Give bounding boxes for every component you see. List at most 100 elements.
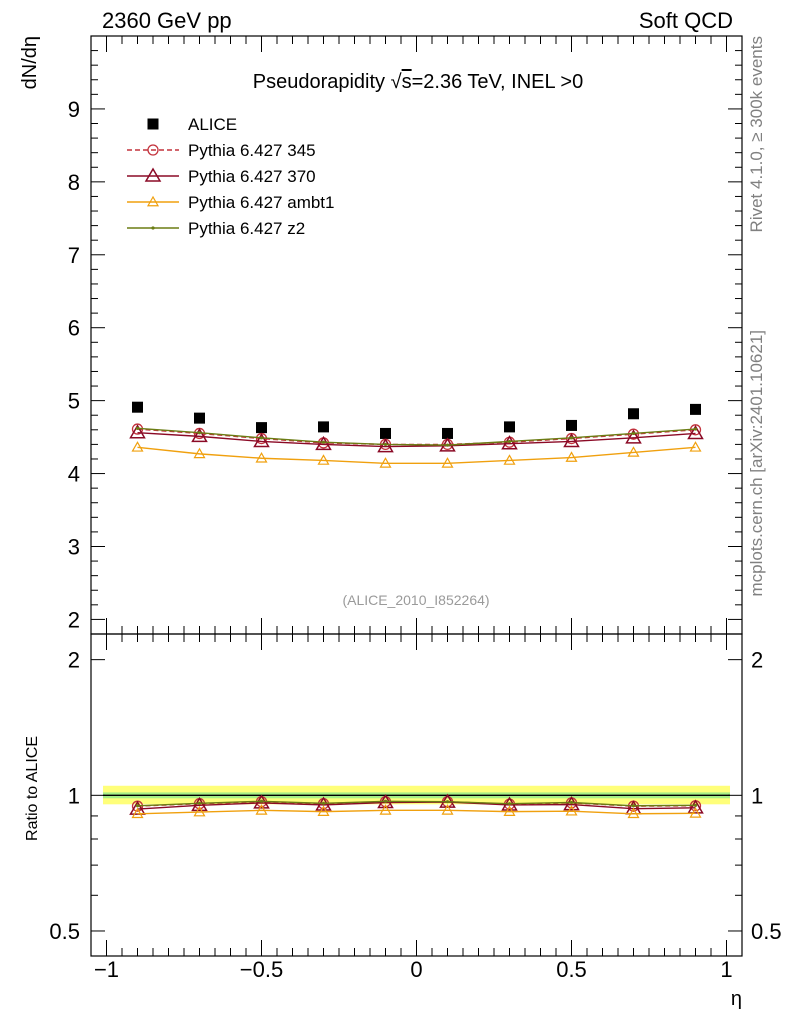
series-pythia-6-427-370 — [129, 424, 704, 453]
ratio-data-point — [383, 799, 388, 803]
ratio-panel: 0.5 0.5 1 1 2 2 −1 −0.5 0 0.5 1 η — [49, 633, 782, 1010]
legend-entry: Pythia 6.427 ambt1 — [127, 193, 334, 212]
data-point — [504, 421, 515, 433]
series-pythia-6-427-ambt1 — [131, 441, 702, 468]
data-point — [693, 427, 698, 431]
main-y-tick-label: 9 — [68, 97, 80, 122]
main-y-tick-label: 7 — [68, 243, 80, 268]
series-line — [137, 446, 696, 465]
main-ylabel: dN/dη — [19, 36, 41, 89]
ratio-data-point — [503, 805, 516, 816]
ratio-data-point — [445, 800, 450, 804]
ratio-series-line — [137, 809, 696, 815]
ratio-y-tick-label-left: 2 — [68, 648, 80, 673]
data-point — [441, 457, 454, 468]
x-tick-label: 1 — [720, 957, 732, 982]
legend-marker — [147, 144, 159, 156]
ratio-data-point — [693, 803, 698, 807]
ratio-data-point — [321, 801, 326, 805]
ratio-series-line — [137, 801, 696, 810]
main-y-tick-label: 4 — [68, 462, 80, 487]
ratio-data-point — [631, 804, 636, 808]
data-point — [129, 424, 146, 439]
series-line — [137, 428, 696, 446]
data-point — [625, 429, 642, 444]
x-tick-label: 0.5 — [556, 957, 587, 982]
data-point — [442, 427, 453, 439]
ratio-data-point — [689, 807, 702, 818]
data-point — [569, 436, 574, 440]
legend-label: Pythia 6.427 345 — [188, 141, 316, 160]
ratio-data-point — [129, 800, 146, 815]
series-alice — [132, 401, 701, 439]
data-point — [191, 427, 208, 443]
data-point — [503, 454, 516, 465]
main-y-tick-label: 3 — [68, 534, 80, 559]
data-point — [131, 441, 144, 452]
ratio-y-tick-label-left: 0.5 — [49, 919, 80, 944]
data-point — [197, 431, 202, 435]
data-point — [132, 401, 143, 413]
data-point — [256, 422, 267, 434]
legend-marker — [147, 118, 159, 130]
legend-label: Pythia 6.427 ambt1 — [188, 193, 334, 212]
ratio-data-point — [193, 805, 206, 817]
ratio-data-point — [507, 802, 512, 806]
data-point — [253, 432, 270, 448]
data-point — [321, 440, 326, 444]
data-point — [194, 412, 205, 424]
ratio-data-point — [131, 807, 144, 819]
ratio-y-tick-label-left: 1 — [68, 783, 80, 808]
data-point — [501, 435, 518, 450]
data-point — [689, 441, 702, 452]
ratio-data-point — [197, 801, 202, 805]
data-point — [445, 443, 450, 447]
main-y-tick-label: 6 — [68, 316, 80, 341]
ratio-data-point — [259, 799, 264, 803]
data-point — [135, 426, 140, 430]
x-tick-label: −0.5 — [240, 957, 283, 982]
data-point — [315, 435, 332, 451]
legend-label: ALICE — [188, 115, 237, 134]
ratio-data-point — [317, 805, 330, 816]
rivet-label: Rivet 4.1.0, ≥ 300k events — [747, 36, 766, 232]
data-point — [377, 438, 394, 453]
data-point — [379, 457, 392, 468]
data-point — [628, 408, 639, 420]
ratio-ylabel: Ratio to ALICE — [24, 736, 41, 841]
series-pythia-6-427-z2 — [135, 426, 698, 447]
x-tick-label: −1 — [94, 957, 119, 982]
legend-marker — [146, 195, 160, 207]
ratio-y-tick-label-right: 2 — [751, 648, 763, 673]
data-point — [631, 431, 636, 436]
ratio-data-point — [135, 804, 140, 808]
plot-title: Pseudorapidity √s=2.36 TeV, INEL >0 — [253, 71, 583, 93]
data-point — [507, 439, 512, 444]
data-point — [259, 436, 264, 440]
ratio-data-point — [627, 807, 640, 819]
x-tick-label: 0 — [410, 957, 422, 982]
legend: ALICE Pythia 6.427 345 Pythia 6.427 370 Pyt… — [127, 115, 334, 238]
series-line — [137, 432, 696, 448]
ratio-series-line — [137, 800, 696, 807]
ratio-data-point — [379, 804, 392, 815]
data-point — [318, 421, 329, 433]
main-y-tick-label: 2 — [68, 607, 80, 632]
analysis-watermark: (ALICE_2010_I852264) — [342, 592, 489, 608]
data-point — [565, 451, 578, 462]
data-point — [317, 454, 330, 465]
main-y-tick-label: 5 — [68, 389, 80, 414]
ratio-y-tick-label-right: 0.5 — [751, 919, 782, 944]
legend-marker — [144, 167, 162, 182]
legend-marker — [151, 226, 155, 230]
x-axis-label: η — [731, 988, 742, 1010]
data-point — [380, 427, 391, 439]
data-point — [255, 452, 268, 463]
series-line — [137, 427, 696, 446]
ratio-data-point — [191, 796, 208, 812]
ratio-data-point — [315, 796, 332, 811]
legend-entry: Pythia 6.427 345 — [127, 141, 316, 160]
data-point — [193, 447, 206, 459]
legend-entry: ALICE — [147, 115, 237, 134]
